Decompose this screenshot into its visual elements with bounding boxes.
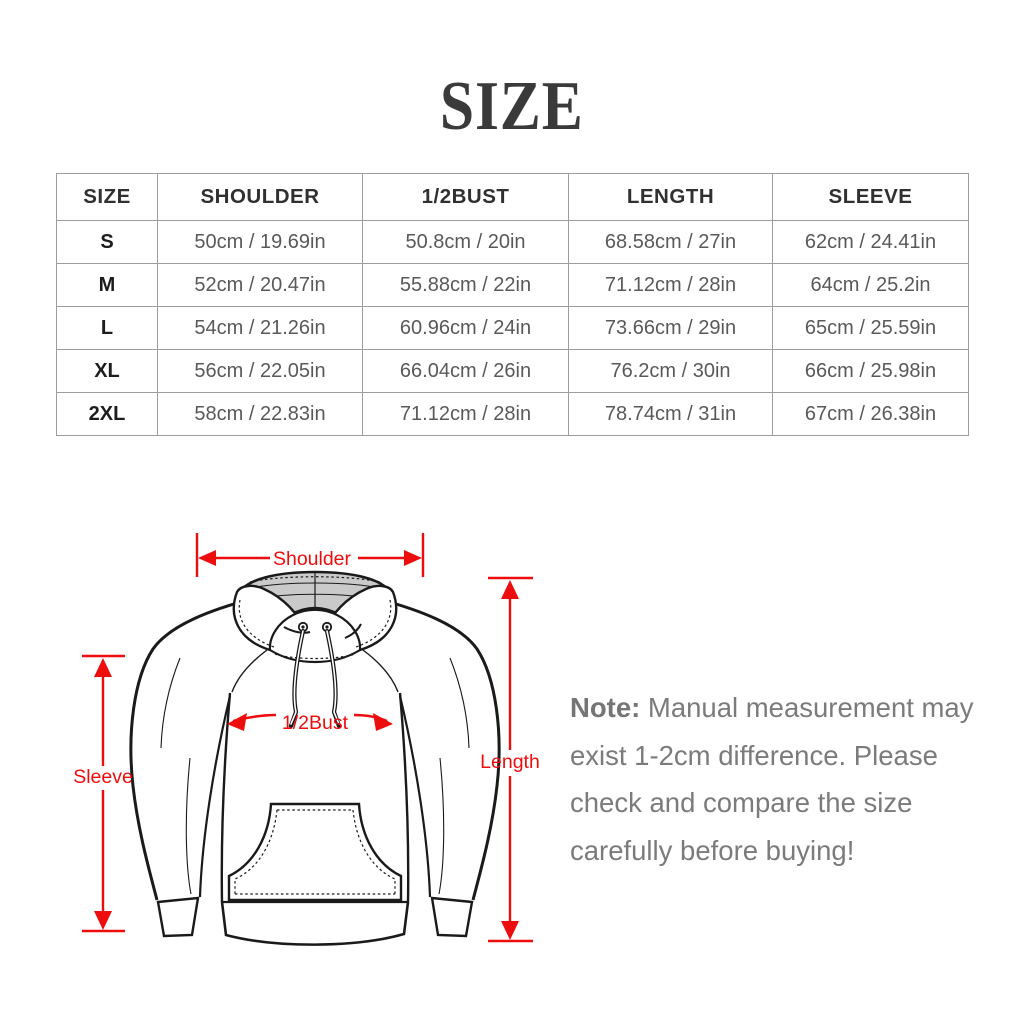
half-bust-arrow-label: 1/2Bust bbox=[282, 712, 349, 734]
col-header-sleeve: SLEEVE bbox=[772, 173, 969, 221]
cell-length: 71.12cm / 28in bbox=[568, 263, 773, 307]
note-line: check and compare the size bbox=[570, 787, 913, 818]
table-header-row: SIZE SHOULDER 1/2BUST LENGTH SLEEVE bbox=[56, 173, 969, 221]
hoodie-measurement-diagram: Shoulder 1/2Bust Sleeve Length bbox=[73, 533, 540, 946]
cell-size: S bbox=[56, 220, 158, 264]
cell-shoulder: 54cm / 21.26in bbox=[157, 306, 363, 350]
col-header-shoulder: SHOULDER bbox=[157, 173, 363, 221]
sleeve-arrow-label: Sleeve bbox=[73, 766, 133, 788]
cell-shoulder: 56cm / 22.05in bbox=[157, 349, 363, 393]
table-row-xl: XL 56cm / 22.05in 66.04cm / 26in 76.2cm … bbox=[56, 349, 969, 393]
col-header-size: SIZE bbox=[56, 173, 158, 221]
table-row-2xl: 2XL 58cm / 22.83in 71.12cm / 28in 78.74c… bbox=[56, 392, 969, 436]
page-title: SIZE bbox=[440, 68, 584, 145]
table-row-m: M 52cm / 20.47in 55.88cm / 22in 71.12cm … bbox=[56, 263, 969, 307]
cell-shoulder: 50cm / 19.69in bbox=[157, 220, 363, 264]
note-prefix: Note: bbox=[570, 692, 641, 723]
pocket bbox=[227, 802, 403, 902]
size-table: SIZE SHOULDER 1/2BUST LENGTH SLEEVE S 50… bbox=[56, 173, 969, 436]
half-bust-arrow: 1/2Bust bbox=[227, 712, 393, 734]
hoodie-illustration bbox=[129, 596, 501, 946]
cell-halfbust: 66.04cm / 26in bbox=[362, 349, 569, 393]
note-line: Note: Manual measurement may bbox=[570, 692, 974, 723]
cell-length: 78.74cm / 31in bbox=[568, 392, 773, 436]
shoulder-arrow-label: Shoulder bbox=[273, 548, 352, 570]
cell-halfbust: 55.88cm / 22in bbox=[362, 263, 569, 307]
cell-sleeve: 62cm / 24.41in bbox=[772, 220, 969, 264]
cell-sleeve: 66cm / 25.98in bbox=[772, 349, 969, 393]
hood bbox=[232, 570, 398, 729]
note-line: exist 1-2cm difference. Please bbox=[570, 739, 938, 771]
shoulder-arrow: Shoulder bbox=[195, 533, 425, 577]
cell-sleeve: 64cm / 25.2in bbox=[772, 263, 969, 307]
cell-halfbust: 71.12cm / 28in bbox=[362, 392, 569, 436]
col-header-halfbust: 1/2BUST bbox=[362, 173, 569, 221]
cell-length: 73.66cm / 29in bbox=[568, 306, 773, 350]
cell-halfbust: 60.96cm / 24in bbox=[362, 306, 569, 350]
length-arrow: Length bbox=[480, 576, 540, 943]
table-row-s: S 50cm / 19.69in 50.8cm / 20in 68.58cm /… bbox=[56, 220, 969, 264]
measurement-note: Note: Manual measurement may exist 1-2cm… bbox=[570, 684, 990, 874]
cell-halfbust: 50.8cm / 20in bbox=[362, 220, 569, 264]
length-arrow-label: Length bbox=[480, 751, 540, 773]
title-row: SIZE bbox=[0, 72, 1024, 142]
cell-shoulder: 58cm / 22.83in bbox=[157, 392, 363, 436]
cell-shoulder: 52cm / 20.47in bbox=[157, 263, 363, 307]
cell-length: 76.2cm / 30in bbox=[568, 349, 773, 393]
table-row-l: L 54cm / 21.26in 60.96cm / 24in 73.66cm … bbox=[56, 306, 969, 350]
cell-size: M bbox=[56, 263, 158, 307]
sleeve-arrow: Sleeve bbox=[73, 654, 133, 933]
cell-sleeve: 65cm / 25.59in bbox=[772, 306, 969, 350]
cell-size: L bbox=[56, 306, 158, 350]
cell-length: 68.58cm / 27in bbox=[568, 220, 773, 264]
col-header-length: LENGTH bbox=[568, 173, 773, 221]
cell-size: 2XL bbox=[56, 392, 158, 436]
cell-size: XL bbox=[56, 349, 158, 393]
note-line: carefully before buying! bbox=[570, 834, 855, 866]
cell-sleeve: 67cm / 26.38in bbox=[772, 392, 969, 436]
drawstrings bbox=[288, 628, 342, 729]
